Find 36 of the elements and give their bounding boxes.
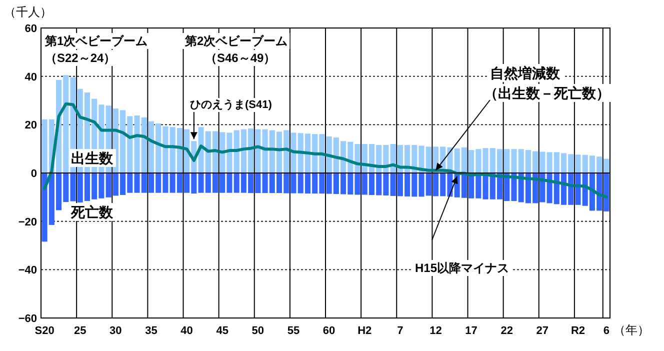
x-tick-label: 27 [536,325,549,337]
x-tick-label: 30 [110,325,122,337]
x-tick-label: S20 [34,325,54,337]
y-tick-label: 20 [24,120,37,132]
series-label: 出生数 [71,150,114,166]
y-tick-label: 0 [30,168,37,180]
annotation: 第1次ベビーブーム [44,34,148,48]
y-tick-label: 40 [24,71,37,84]
annotation: （S46～49） [205,51,276,65]
series-label: 死亡数 [70,204,114,220]
x-tick-label: 50 [252,325,264,337]
x-tick-label: R2 [570,325,586,337]
x-tick-label: 35 [145,325,158,337]
annotation: 自然増減数 [490,65,561,81]
x-tick-label: 55 [287,325,300,337]
x-tick-label: 17 [465,325,478,337]
annotation: H15以降マイナス [415,261,510,275]
x-tick-label: 22 [500,325,513,337]
x-axis-title: （年） [613,323,650,337]
y-axis-title: （千人） [4,5,52,19]
x-tick-label: 40 [180,325,193,337]
x-tick-label: 25 [74,325,86,337]
x-tick-label: 60 [322,325,336,337]
x-tick-label: H2 [358,325,372,337]
x-tick-label: 45 [216,325,228,337]
annotation: （出生数－死亡数） [484,85,610,101]
y-tick-label: −20 [18,216,37,228]
y-tick-label: −60 [18,313,37,325]
y-tick-label: −40 [18,264,37,277]
annotation: （S22～24） [45,51,116,65]
annotation: 第2次ベビーブーム [184,34,288,48]
y-tick-label: 60 [24,23,37,35]
annotation: ひのえうま(S41) [190,99,272,111]
x-tick-label: 6 [603,325,610,337]
x-tick-label: 7 [397,325,404,337]
x-tick-label: 12 [430,325,442,337]
